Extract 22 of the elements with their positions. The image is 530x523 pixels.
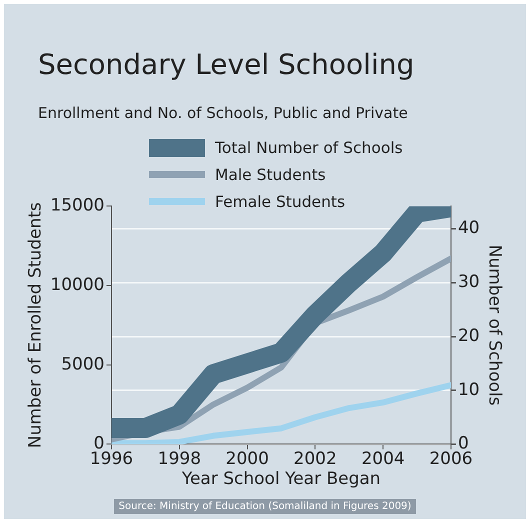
x-axis-title: Year School Year Began — [180, 469, 381, 490]
y-tick-label: 10000 — [50, 274, 104, 295]
y-tick-label: 15000 — [50, 196, 104, 216]
y2-tick-label: 20 — [458, 326, 480, 346]
y2-tick-label: 10 — [458, 380, 480, 400]
x-tick-label: 2002 — [294, 448, 337, 469]
y2-tick-label: 30 — [458, 272, 480, 292]
y-tick-label: 5000 — [61, 354, 104, 374]
chart-subtitle: Enrollment and No. of Schools, Public and Private — [38, 104, 408, 122]
y2-axis-title: Number of Schools — [484, 244, 504, 406]
chart-title: Secondary Level Schooling — [38, 48, 414, 81]
y-axis-title: Number of Enrolled Students — [26, 202, 46, 448]
source-note: Source: Ministry of Education (Somaliland in Figures 2009) — [114, 499, 416, 514]
legend-label: Total Number of Schools — [215, 138, 403, 156]
x-tick-label: 1996 — [90, 448, 134, 469]
x-tick-label: 1998 — [158, 448, 202, 469]
x-tick-label: 2006 — [429, 448, 473, 469]
x-tick-label: 2000 — [226, 448, 269, 469]
y2-tick-label: 40 — [458, 218, 480, 238]
x-tick-label: 2004 — [361, 448, 405, 469]
legend-label: Male Students — [215, 166, 326, 184]
legend-label: Female Students — [215, 192, 346, 210]
